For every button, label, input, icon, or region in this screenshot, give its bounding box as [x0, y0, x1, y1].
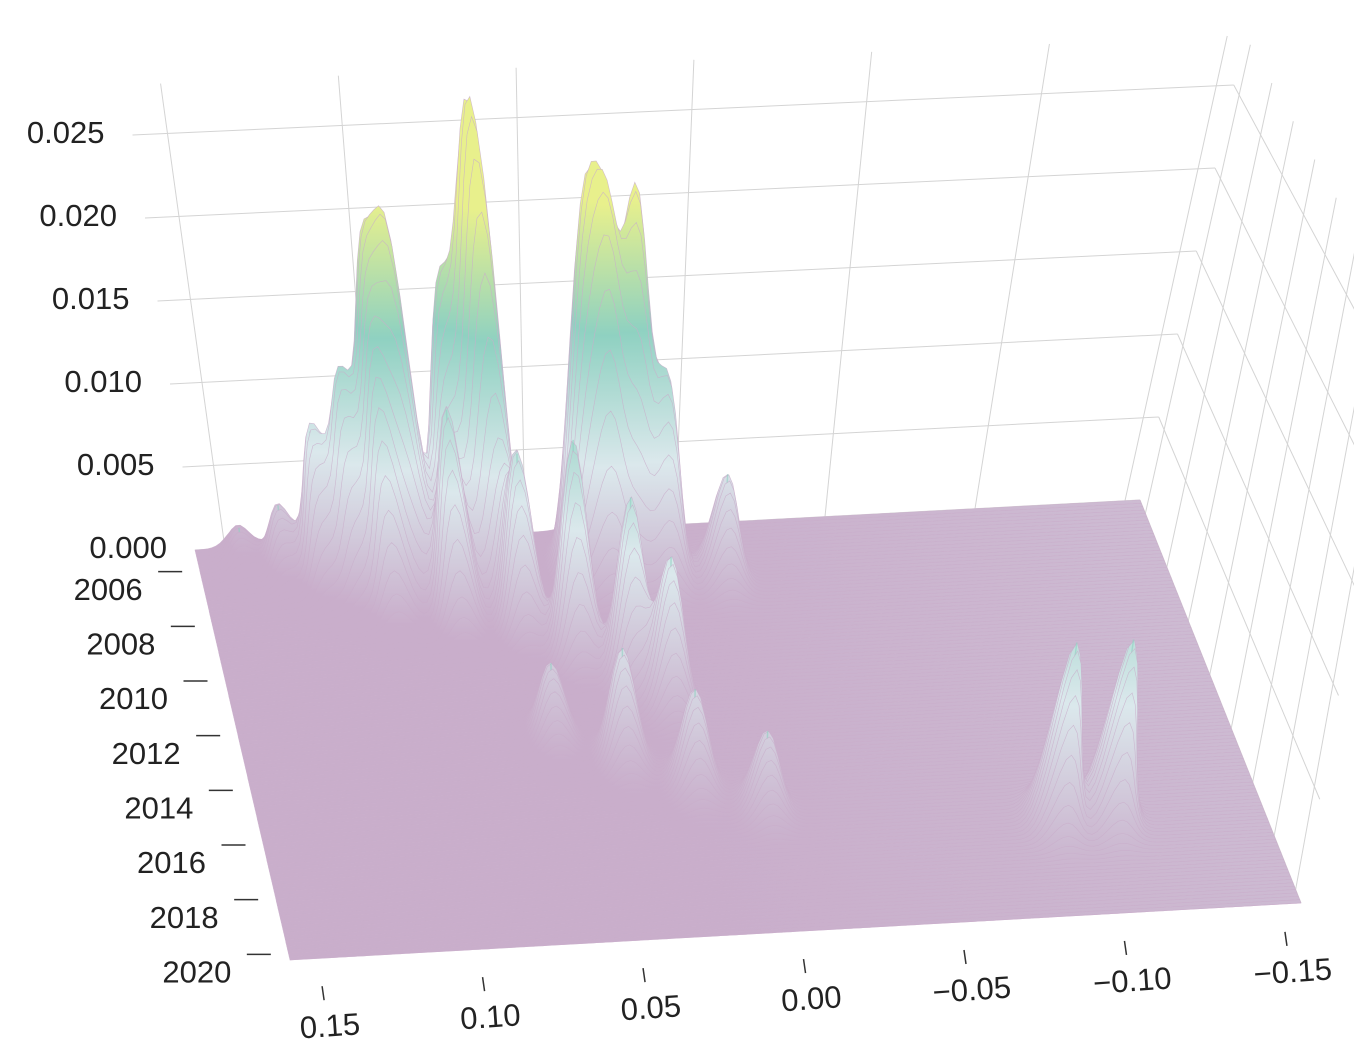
- x-tick-label: −0.10: [1092, 960, 1173, 1000]
- grid-line: [824, 51, 873, 517]
- grid-line: [974, 43, 1050, 509]
- x-tick-label: 0.15: [299, 1006, 362, 1045]
- x-tick: [1123, 940, 1128, 956]
- y-tick-label: 2016: [137, 845, 206, 880]
- x-tick: [1284, 931, 1288, 947]
- grid-line: [1177, 333, 1339, 696]
- x-tick: [481, 977, 486, 992]
- x-tick-label: −0.05: [931, 969, 1012, 1009]
- y-tick-label: 2010: [99, 681, 168, 716]
- z-tick-label: 0.015: [52, 281, 130, 316]
- grid-line: [1124, 35, 1228, 501]
- surface-slice: [289, 902, 1302, 961]
- x-tick: [321, 986, 325, 1001]
- z-tick-label: 0.000: [89, 530, 167, 565]
- x-tick-label: 0.10: [459, 997, 522, 1036]
- grid-line: [1252, 252, 1354, 783]
- grid-line: [160, 83, 226, 549]
- grid-line: [1214, 167, 1354, 446]
- grid-line: [169, 333, 1178, 385]
- grid-line: [1144, 44, 1251, 514]
- grid-line: [1230, 197, 1337, 729]
- z-tick-label: 0.025: [27, 115, 105, 150]
- y-tick-label: 2006: [74, 572, 143, 607]
- y-tick-label: 2018: [150, 900, 219, 935]
- grid-line: [1209, 159, 1316, 675]
- x-tick-label: −0.15: [1252, 951, 1333, 991]
- grid-line: [1187, 121, 1294, 622]
- labels: 0.000 0.005 0.010 0.015 0.020 0.025 2006 2008 20…: [27, 115, 1333, 1045]
- z-tick-label: 0.005: [77, 447, 155, 482]
- grid-line: [515, 67, 526, 533]
- y-tick-label: 2014: [124, 791, 193, 826]
- x-tick-label: 0.00: [780, 979, 843, 1018]
- grid-line: [1295, 565, 1354, 890]
- grid-line: [1195, 250, 1354, 587]
- x-tick-label: 0.05: [620, 988, 683, 1027]
- surface: [194, 95, 1302, 961]
- y-tick-label: 2012: [112, 736, 181, 771]
- x-tick: [802, 958, 807, 974]
- y-tick-label: 2020: [162, 955, 231, 990]
- x-tick: [642, 967, 646, 983]
- grid-line: [132, 84, 1234, 136]
- z-tick-label: 0.010: [64, 364, 142, 399]
- x-tick: [963, 949, 967, 965]
- grid-line: [1233, 84, 1354, 310]
- grid-line: [144, 167, 1216, 219]
- grid-line: [1166, 82, 1273, 568]
- grid-line: [157, 250, 1197, 302]
- grid-line: [1273, 406, 1354, 836]
- y-tick-label: 2008: [86, 627, 155, 662]
- z-tick-label: 0.020: [39, 198, 117, 233]
